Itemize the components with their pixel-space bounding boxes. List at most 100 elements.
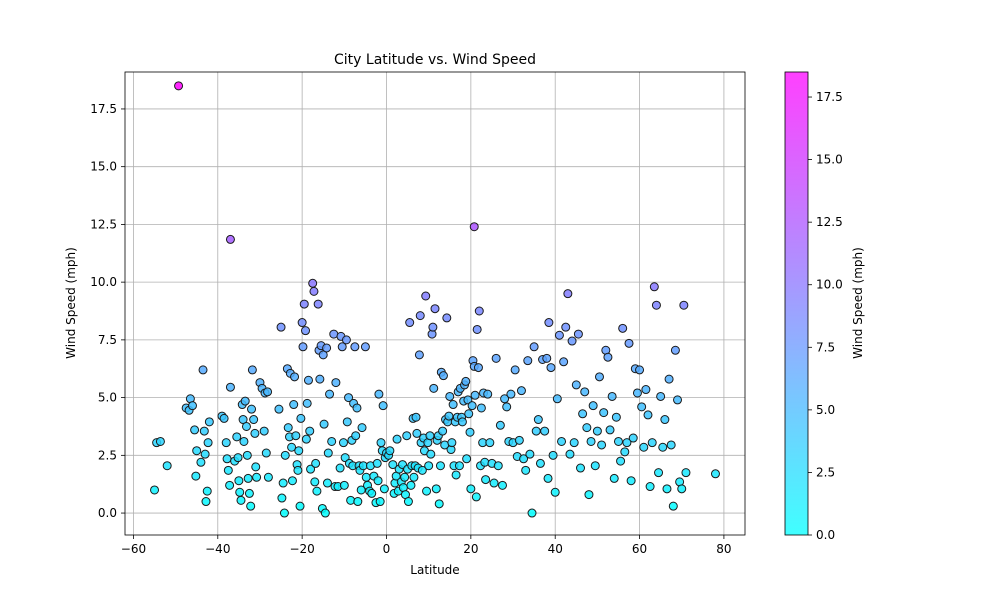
- data-point: [609, 473, 619, 483]
- scatter-points: [150, 81, 720, 518]
- data-point: [567, 336, 577, 346]
- data-point: [660, 415, 670, 425]
- data-point: [554, 330, 564, 340]
- plot-frame: [124, 71, 746, 536]
- data-point: [378, 401, 388, 411]
- data-point: [548, 450, 558, 460]
- data-point: [190, 425, 200, 435]
- data-point: [428, 322, 438, 332]
- data-point: [202, 486, 212, 496]
- data-point: [219, 413, 229, 423]
- data-point: [303, 375, 313, 385]
- data-point: [465, 427, 475, 437]
- data-point: [626, 476, 636, 486]
- data-point: [331, 378, 341, 388]
- data-point: [580, 387, 590, 397]
- data-point: [279, 508, 289, 518]
- data-point: [201, 497, 211, 507]
- data-point: [287, 476, 297, 486]
- data-point: [357, 423, 367, 433]
- data-point: [462, 454, 472, 464]
- data-point: [225, 234, 235, 244]
- data-point: [338, 438, 348, 448]
- data-point: [392, 434, 402, 444]
- data-point: [327, 436, 337, 446]
- data-point: [414, 350, 424, 360]
- data-point: [594, 372, 604, 382]
- data-point: [263, 472, 273, 482]
- data-point: [445, 391, 455, 401]
- data-point: [500, 394, 510, 404]
- data-point: [341, 335, 351, 345]
- data-point: [502, 402, 512, 412]
- data-point: [280, 450, 290, 460]
- data-point: [301, 434, 311, 444]
- y-tick-label: 5.0: [98, 391, 117, 405]
- data-point: [662, 484, 672, 494]
- data-point: [252, 472, 262, 482]
- data-point: [373, 476, 383, 486]
- data-point: [497, 480, 507, 490]
- data-point: [388, 460, 398, 470]
- data-point: [323, 448, 333, 458]
- data-point: [483, 389, 493, 399]
- data-point: [247, 404, 257, 414]
- data-point: [514, 435, 524, 445]
- data-point: [243, 473, 253, 483]
- data-point: [352, 403, 362, 413]
- data-point: [246, 501, 256, 511]
- data-point: [603, 352, 613, 362]
- data-point: [295, 501, 305, 511]
- data-point: [236, 495, 246, 505]
- data-point: [335, 463, 345, 473]
- data-point: [431, 484, 441, 494]
- data-point: [495, 420, 505, 430]
- data-point: [346, 495, 356, 505]
- data-point: [367, 488, 377, 498]
- data-point: [561, 322, 571, 332]
- data-point: [664, 374, 674, 384]
- data-point: [592, 426, 602, 436]
- data-point: [618, 323, 628, 333]
- data-point: [628, 433, 638, 443]
- data-point: [274, 404, 284, 414]
- data-point: [422, 486, 432, 496]
- data-point: [406, 480, 416, 490]
- y-axis-ticks: 0.0 2.5 5.0 7.5 10.0 12.5 15.0 17.5: [90, 102, 125, 520]
- data-point: [516, 386, 526, 396]
- data-point: [493, 461, 503, 471]
- data-point: [611, 412, 621, 422]
- data-point: [489, 478, 499, 488]
- data-point: [457, 417, 467, 427]
- data-point: [485, 438, 495, 448]
- data-point: [233, 453, 243, 463]
- data-point: [361, 472, 371, 482]
- data-point: [353, 497, 363, 507]
- data-point: [584, 490, 594, 500]
- y-tick-label: 7.5: [98, 333, 117, 347]
- data-point: [409, 472, 419, 482]
- data-point: [677, 484, 687, 494]
- data-point: [576, 463, 586, 473]
- data-point: [376, 438, 386, 448]
- colorbar-tick-label: 2.5: [816, 465, 835, 479]
- grid-lines: [125, 72, 745, 535]
- data-point: [542, 353, 552, 363]
- y-tick-label: 2.5: [98, 448, 117, 462]
- data-point: [244, 488, 254, 498]
- data-point: [411, 412, 421, 422]
- data-point: [565, 449, 575, 459]
- data-point: [308, 278, 318, 288]
- data-point: [471, 492, 481, 502]
- x-tick-label: 80: [716, 542, 731, 556]
- data-point: [635, 365, 645, 375]
- data-point: [191, 471, 201, 481]
- data-point: [426, 449, 436, 459]
- colorbar-tick-label: 7.5: [816, 340, 835, 354]
- data-point: [535, 458, 545, 468]
- data-point: [679, 300, 689, 310]
- data-point: [647, 438, 657, 448]
- data-point: [569, 438, 579, 448]
- data-point: [643, 410, 653, 420]
- data-point: [374, 389, 384, 399]
